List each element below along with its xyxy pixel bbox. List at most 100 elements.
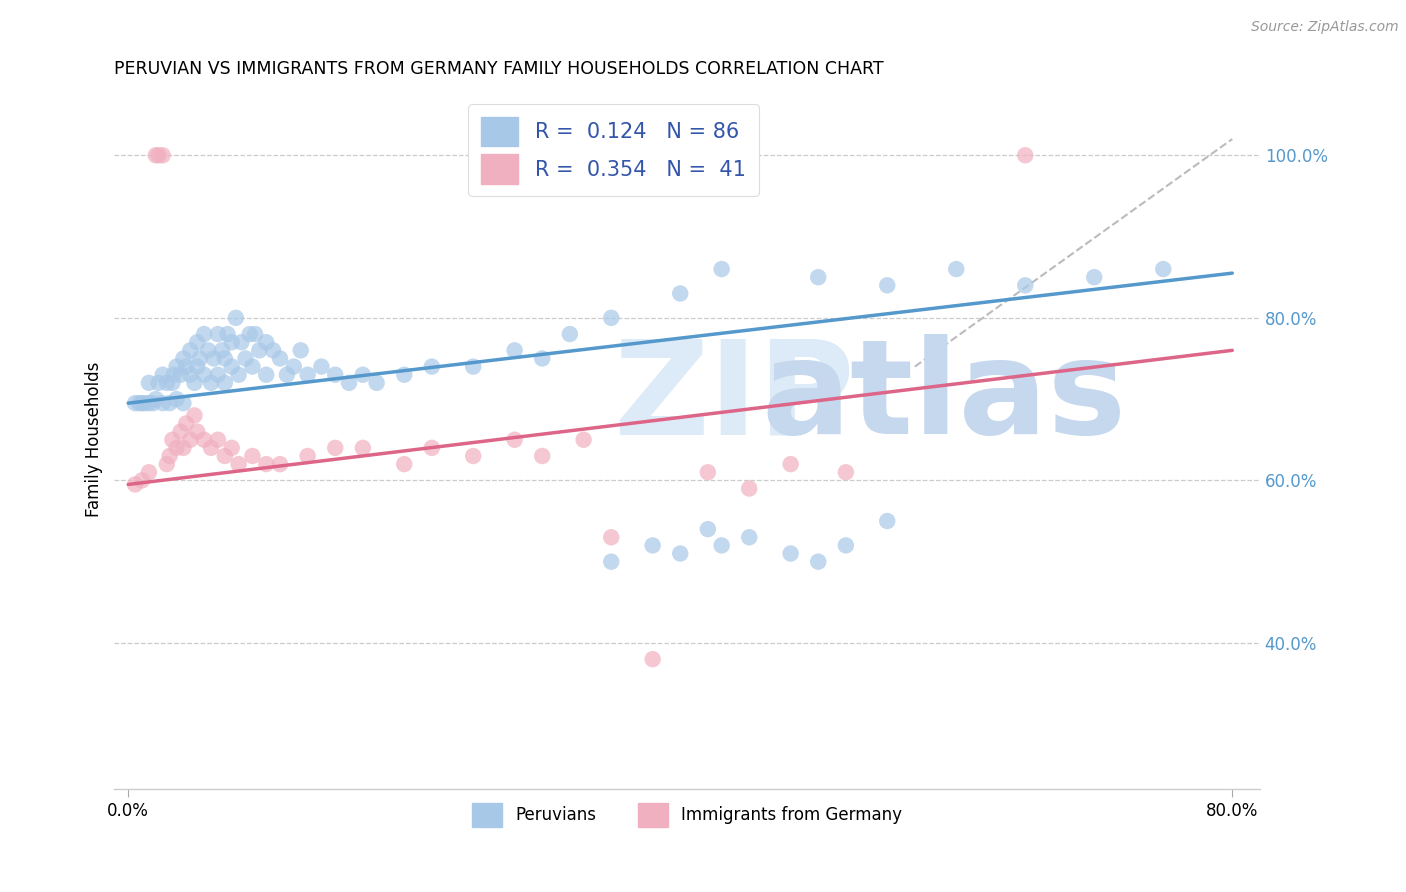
Point xyxy=(179,368,201,382)
Point xyxy=(211,343,233,358)
Point xyxy=(124,477,146,491)
Point xyxy=(197,343,219,358)
Point xyxy=(779,457,801,471)
Point xyxy=(394,368,416,382)
Text: Source: ZipAtlas.com: Source: ZipAtlas.com xyxy=(1251,20,1399,34)
Point xyxy=(163,368,186,382)
Point xyxy=(172,441,194,455)
Point xyxy=(710,538,733,552)
Point xyxy=(166,392,188,406)
Point xyxy=(696,522,718,536)
Point xyxy=(290,343,312,358)
Point xyxy=(323,441,346,455)
Point xyxy=(174,417,197,431)
Point xyxy=(145,148,167,162)
Point xyxy=(134,396,156,410)
Point xyxy=(186,359,208,374)
Point xyxy=(235,351,257,366)
Point xyxy=(169,425,191,439)
Point xyxy=(945,262,967,277)
Point xyxy=(221,359,243,374)
Point xyxy=(503,343,526,358)
Point xyxy=(276,368,298,382)
Point xyxy=(669,547,692,561)
Point xyxy=(876,514,898,528)
Point xyxy=(214,449,236,463)
Point xyxy=(169,368,191,382)
Point xyxy=(131,396,153,410)
Point xyxy=(152,368,174,382)
Point xyxy=(225,310,247,325)
Point xyxy=(696,465,718,479)
Point xyxy=(124,396,146,410)
Point xyxy=(243,327,266,342)
Point xyxy=(394,457,416,471)
Point xyxy=(254,368,277,382)
Point xyxy=(807,555,830,569)
Point xyxy=(531,351,554,366)
Point xyxy=(337,376,360,390)
Point xyxy=(172,351,194,366)
Point xyxy=(148,148,170,162)
Y-axis label: Family Households: Family Households xyxy=(86,362,103,517)
Point xyxy=(207,368,229,382)
Point xyxy=(366,376,388,390)
Point xyxy=(600,555,623,569)
Point xyxy=(231,335,253,350)
Point xyxy=(247,343,270,358)
Point xyxy=(183,376,205,390)
Point xyxy=(297,368,319,382)
Point xyxy=(221,335,243,350)
Point xyxy=(228,368,250,382)
Point xyxy=(242,359,264,374)
Point xyxy=(352,441,374,455)
Point xyxy=(779,547,801,561)
Point xyxy=(162,376,184,390)
Point xyxy=(269,351,291,366)
Point xyxy=(186,335,208,350)
Point xyxy=(876,278,898,293)
Point xyxy=(641,538,664,552)
Point xyxy=(159,396,181,410)
Point xyxy=(531,449,554,463)
Point xyxy=(420,359,443,374)
Point xyxy=(145,392,167,406)
Point xyxy=(463,359,485,374)
Point xyxy=(166,359,188,374)
Point xyxy=(239,327,262,342)
Point xyxy=(242,449,264,463)
Point xyxy=(156,376,179,390)
Text: ZIP: ZIP xyxy=(613,334,855,461)
Point xyxy=(152,396,174,410)
Point xyxy=(183,409,205,423)
Point xyxy=(172,396,194,410)
Point xyxy=(159,449,181,463)
Point xyxy=(323,368,346,382)
Point xyxy=(807,270,830,285)
Point xyxy=(214,351,236,366)
Point xyxy=(641,652,664,666)
Point xyxy=(262,343,284,358)
Point xyxy=(669,286,692,301)
Point xyxy=(202,351,225,366)
Point xyxy=(207,327,229,342)
Point xyxy=(297,449,319,463)
Point xyxy=(188,351,211,366)
Point xyxy=(835,538,858,552)
Point xyxy=(148,376,170,390)
Point xyxy=(738,530,761,544)
Point xyxy=(138,465,160,479)
Point xyxy=(463,449,485,463)
Point xyxy=(186,425,208,439)
Point xyxy=(1083,270,1105,285)
Point xyxy=(193,327,215,342)
Point xyxy=(420,441,443,455)
Point xyxy=(311,359,333,374)
Point xyxy=(710,262,733,277)
Point xyxy=(254,335,277,350)
Point xyxy=(179,343,201,358)
Point xyxy=(835,465,858,479)
Point xyxy=(228,457,250,471)
Point xyxy=(558,327,581,342)
Point xyxy=(200,441,222,455)
